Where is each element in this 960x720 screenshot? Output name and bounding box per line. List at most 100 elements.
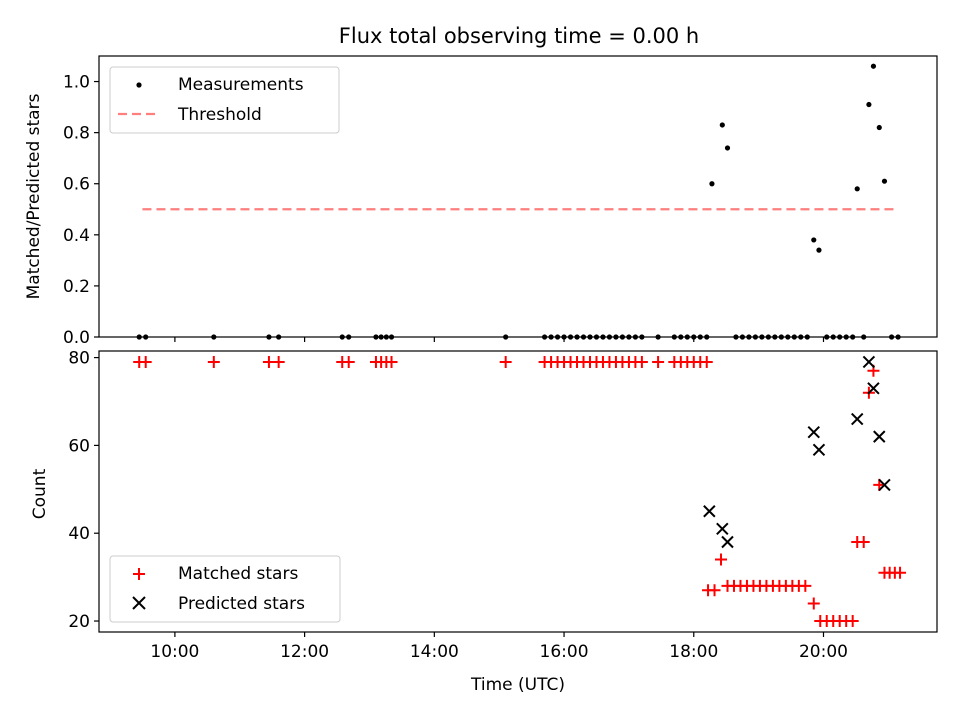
- bottom-xtick-label: 20:00: [799, 642, 848, 662]
- measurement-point: [378, 334, 384, 340]
- measurement-point: [719, 122, 725, 128]
- bottom-xtick-label: 16:00: [540, 642, 589, 662]
- bottom-plot: Count Time (UTC) 20 40 60 80 10:00 12:00 14:0…: [30, 349, 938, 695]
- top-ytick-label: 0.8: [63, 124, 90, 144]
- predicted-star-point: [878, 478, 891, 492]
- bottom-xtick-label: 14:00: [410, 642, 459, 662]
- measurement-point: [574, 334, 580, 340]
- measurement-point: [843, 334, 849, 340]
- measurement-point: [626, 334, 632, 340]
- top-plot: Matched/Predicted stars 0.0 0.2 0.4 0.6 0.8 1…: [24, 55, 938, 348]
- measurement-point: [691, 334, 697, 340]
- measurement-point: [881, 178, 888, 184]
- measurement-point: [339, 334, 345, 340]
- predicted-star-point: [812, 443, 826, 456]
- matched-star-point: [499, 355, 512, 368]
- measurement-point: [739, 334, 746, 340]
- measurement-point: [561, 334, 567, 340]
- matched-stars-points: [133, 355, 907, 628]
- measurement-point: [632, 334, 638, 340]
- measurement-point: [388, 334, 395, 340]
- measurement-point: [837, 334, 843, 340]
- measurement-point: [211, 334, 217, 340]
- measurement-point: [619, 334, 626, 340]
- bottom-plot-yticks: 20 40 60 80: [68, 349, 99, 632]
- measurement-point: [697, 334, 703, 340]
- measurement-point: [684, 334, 690, 340]
- bottom-plot-ylabel: Count: [30, 468, 50, 519]
- legend-predicted-label: Predicted stars: [178, 594, 305, 614]
- measurement-point: [671, 334, 677, 340]
- measurement-point: [830, 334, 836, 340]
- measurement-points: [136, 63, 901, 340]
- matched-star-point: [385, 355, 398, 368]
- top-plot-yticks: 0.0 0.2 0.4 0.6 0.8 1.0: [63, 73, 99, 348]
- bottom-ytick-label: 40: [68, 524, 90, 544]
- measurement-point: [746, 334, 752, 340]
- predicted-star-point: [716, 522, 729, 536]
- measurement-point: [639, 334, 645, 340]
- measurement-point: [593, 334, 600, 340]
- matched-star-point: [272, 355, 285, 368]
- measurement-point: [383, 334, 389, 340]
- measurement-point: [580, 334, 587, 340]
- matched-star-point: [799, 579, 812, 592]
- measurement-point: [613, 334, 619, 340]
- measurement-point: [778, 334, 784, 340]
- predicted-star-point: [867, 382, 880, 395]
- measurement-point: [373, 334, 379, 340]
- x-axis-label: Time (UTC): [470, 675, 565, 695]
- measurement-point: [765, 334, 771, 340]
- bottom-ytick-label: 60: [68, 436, 90, 456]
- top-plot-legend: Measurements Threshold: [109, 66, 340, 134]
- measurement-point: [772, 334, 778, 340]
- measurement-point: [554, 334, 561, 340]
- legend-matched-label: Matched stars: [178, 564, 298, 584]
- top-ytick-label: 0.0: [63, 328, 90, 348]
- bottom-xtick-label: 12:00: [280, 642, 329, 662]
- predicted-star-point: [703, 505, 716, 518]
- matched-star-point: [207, 355, 220, 368]
- matched-star-point: [857, 535, 870, 548]
- measurement-point: [850, 334, 856, 340]
- measurement-point: [759, 334, 765, 340]
- figure-title: Flux total observing time = 0.00 h: [339, 24, 699, 48]
- measurement-point: [346, 334, 352, 340]
- measurement-point: [266, 334, 272, 340]
- measurement-point: [854, 186, 860, 192]
- matched-star-point: [652, 355, 665, 368]
- measurement-point: [811, 237, 817, 243]
- measurement-point: [724, 145, 731, 151]
- measurement-point: [752, 334, 758, 340]
- matched-star-point: [635, 355, 648, 368]
- measurement-point: [606, 334, 613, 340]
- matched-star-point: [139, 355, 152, 368]
- matched-star-point: [846, 615, 859, 628]
- measurement-point: [876, 124, 882, 131]
- measurement-point: [678, 334, 684, 340]
- legend-matched-marker: [133, 568, 145, 580]
- bottom-legend-frame: [109, 555, 341, 623]
- predicted-star-point: [851, 412, 864, 426]
- matched-star-point: [342, 355, 355, 368]
- measurement-point: [143, 334, 149, 340]
- measurement-point: [587, 334, 593, 340]
- measurement-point: [704, 334, 710, 340]
- bottom-xtick-label: 18:00: [669, 642, 718, 662]
- top-legend-frame: [109, 66, 340, 134]
- measurement-point: [804, 334, 810, 340]
- legend-threshold-label: Threshold: [177, 105, 262, 125]
- measurement-point: [895, 334, 901, 340]
- top-ytick-label: 0.2: [63, 277, 90, 297]
- bottom-ytick-label: 80: [68, 349, 90, 369]
- matched-star-point: [894, 566, 907, 579]
- matched-star-point: [708, 584, 721, 597]
- bottom-xtick-label: 10:00: [150, 642, 199, 662]
- legend-measurements-label: Measurements: [178, 75, 304, 95]
- measurement-point: [824, 334, 830, 340]
- predicted-star-point: [721, 535, 734, 549]
- top-ytick-label: 1.0: [63, 73, 90, 93]
- bottom-plot-legend: Matched stars Predicted stars: [109, 555, 341, 623]
- predicted-star-point: [807, 426, 820, 439]
